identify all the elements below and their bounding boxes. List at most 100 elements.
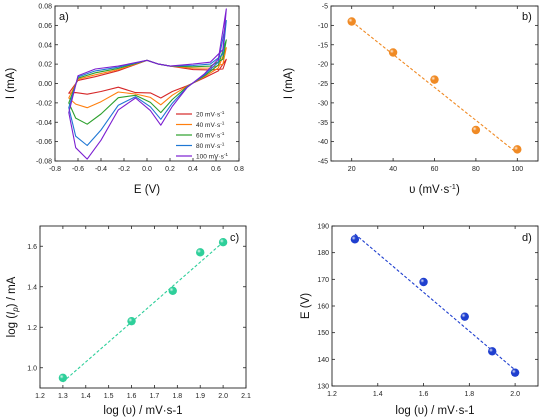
- panel-b-y-tick-label: -35: [318, 120, 328, 127]
- panel-b-y-tick-label: -10: [318, 23, 328, 30]
- panel-a-x-tick-label: 0.8: [234, 166, 244, 173]
- panel-a-x-axis-label: E (V): [134, 184, 160, 196]
- panel-a-y-tick-label: -0.04: [36, 120, 52, 127]
- panel-a-y-tick-label: -0.06: [36, 139, 52, 146]
- panel-a-legend-label-4: 80 mV·s-1: [196, 141, 225, 150]
- panel-d-y-tick-label: 170: [317, 277, 329, 284]
- panel-a-cv-curve-3: [68, 39, 227, 125]
- panel-c-y-tick-label: 1.4: [27, 284, 37, 291]
- panel-a-legend-label-1: 20 mV·s-1: [196, 110, 225, 119]
- panel-b-y-tick-label: -40: [318, 139, 328, 146]
- panel-c-log-current-vs-log-scan-rate: 1.2 1.3 1.4 1.5 1.6 1.7 1.8 1.9 2.0 2.1 1.0 1.2 1.4 1…: [6, 225, 251, 417]
- panel-d-label: d): [522, 232, 532, 244]
- panel-b-data-point-1-highlight: [347, 17, 356, 26]
- panel-b-data-point-2-highlight: [388, 48, 398, 57]
- panel-b-y-tick-label: -30: [318, 100, 328, 107]
- panel-b-x-axis-label-exponent: -1: [449, 182, 456, 191]
- panel-b-y-tick-label: -20: [318, 62, 328, 69]
- panel-d-x-tick-label: 1.6: [419, 391, 429, 398]
- panel-d-x-tick-label: 1.8: [464, 391, 474, 398]
- panel-c-x-tick-label: 1.3: [58, 393, 68, 400]
- panel-a-x-tick-label: 0.6: [211, 166, 221, 173]
- panel-b-x-axis-label-main: υ (mV·s: [409, 184, 449, 196]
- panel-c-x-tick-label: 1.8: [172, 393, 182, 400]
- panel-c-x-tick-label: 1.4: [81, 393, 91, 400]
- panel-d-data-point-1-highlight: [350, 235, 360, 244]
- panel-b-y-tick-label: -5: [322, 4, 328, 11]
- panel-a-legend-text: 80 mV·s: [196, 143, 221, 150]
- panel-a-label: a): [59, 11, 69, 23]
- panel-c-x-tick-label: 2.1: [241, 393, 251, 400]
- panel-a-y-tick-label: 0.00: [38, 81, 52, 88]
- panel-d-x-axis-label: log (υ) / mV·s-1: [395, 405, 474, 417]
- panel-a-x-tick-label: -0.8: [49, 166, 61, 173]
- panel-d-y-tick-label: 160: [317, 304, 329, 311]
- panel-b-data-point-3-highlight: [430, 75, 439, 84]
- panel-a-legend-text: 60 mV·s: [196, 132, 221, 139]
- panel-d-plot-frame: [331, 225, 539, 387]
- panel-a-y-tick-label: 0.04: [38, 42, 52, 49]
- panel-d-y-tick-label: 180: [317, 250, 329, 257]
- panel-b-x-tick-label: 40: [389, 166, 397, 173]
- panel-d-y-tick-label: 140: [317, 357, 329, 364]
- panel-c-fit-line: [62, 241, 224, 383]
- panel-a-legend-exponent: -1: [220, 110, 225, 116]
- panel-c-data-point-2-highlight: [127, 316, 136, 326]
- panel-a-cv-curve-2: [68, 47, 227, 109]
- panel-a-legend-exponent: -1: [224, 152, 229, 158]
- panel-a-x-tick-label: 0.2: [165, 166, 175, 173]
- panel-a-x-tick-label: -0.6: [72, 166, 84, 173]
- panel-a-legend-text: 20 mV·s: [196, 111, 221, 118]
- panel-b-y-tick-label: -15: [318, 42, 328, 49]
- panel-a-legend-exponent: -1: [220, 141, 225, 147]
- panel-b-x-tick-label: 100: [511, 166, 523, 173]
- panel-d-data-point-5-highlight: [510, 368, 520, 377]
- panel-c-data-point-3-highlight: [168, 286, 177, 295]
- panel-c-data-point-4-highlight: [196, 248, 205, 257]
- panel-a-y-tick-label: 0.08: [38, 4, 52, 11]
- panel-d-fit-line: [354, 233, 516, 371]
- panel-a-legend-label-5: 100 mV·s-1: [196, 152, 228, 161]
- panel-a-x-tick-label: 0.0: [142, 166, 152, 173]
- panel-c-x-axis-label: log (υ) / mV·s-1: [103, 405, 182, 417]
- panel-c-x-tick-label: 1.6: [127, 393, 137, 400]
- panel-a-cv-curve-5: [68, 8, 227, 160]
- panel-c-data-point-1-highlight: [58, 373, 68, 383]
- panel-d-y-axis-label: E (V): [300, 293, 312, 319]
- panel-a-y-axis-label: I (mA): [5, 68, 17, 99]
- panel-a-legend-label-2: 40 mV·s-1: [196, 120, 225, 129]
- panel-c-data-point-5-highlight: [218, 238, 228, 247]
- panel-b-fit-line: [351, 21, 518, 154]
- panel-c-y-axis-label-italic: I: [6, 311, 18, 315]
- panel-c-x-tick-label: 1.5: [104, 393, 114, 400]
- panel-d-x-tick-label: 1.4: [373, 391, 383, 398]
- panel-c-x-tick-label: 2.0: [218, 393, 228, 400]
- panel-a-cyclic-voltammogram: -0.8 -0.6 -0.4 -0.2 0.0 0.2 0.4 0.6 0.8 0.08 0.06 0…: [5, 4, 244, 197]
- panel-d-potential-vs-log-scan-rate: 1.2 1.4 1.6 1.8 2.0 190 180 170 160 150 140 130 d) lo…: [300, 224, 539, 417]
- panel-a-y-tick-label: 0.06: [38, 23, 52, 30]
- panel-b-x-axis-label: υ (mV·s-1): [409, 182, 460, 196]
- panel-b-data-point-4-highlight: [471, 125, 481, 135]
- panel-c-y-tick-label: 1.0: [27, 365, 37, 372]
- panel-b-peak-current-vs-scan-rate: 20 40 60 80 100 -5 -10 -15 -20 -25 -30 -35 -40 -45 b) υ…: [283, 4, 539, 196]
- panel-b-y-tick-label: -45: [318, 159, 328, 166]
- panel-c-x-tick-label: 1.2: [35, 393, 45, 400]
- panel-c-y-tick-label: 1.6: [27, 244, 37, 251]
- panel-b-data-point-5-highlight: [513, 145, 522, 154]
- panel-c-label: c): [230, 232, 239, 244]
- panel-a-y-tick-label: -0.02: [36, 100, 52, 107]
- panel-a-legend-exponent: -1: [220, 120, 225, 126]
- panel-b-y-tick-label: -25: [318, 81, 328, 88]
- panel-b-x-tick-label: 60: [431, 166, 439, 173]
- panel-d-data-point-2-highlight: [419, 277, 428, 287]
- panel-a-x-tick-label: -0.4: [95, 166, 107, 173]
- panel-a-legend-exponent: -1: [220, 131, 225, 137]
- panel-c-y-axis-label-post: ) / mA: [6, 276, 18, 307]
- panel-a-x-tick-label: 0.4: [188, 166, 198, 173]
- panel-d-y-tick-label: 130: [317, 384, 329, 391]
- panel-a-legend-text: 100 mV·s: [196, 153, 225, 160]
- panel-d-data-point-4-highlight: [488, 347, 497, 356]
- panel-c-x-tick-label: 1.9: [195, 393, 205, 400]
- panel-a-cv-curve-1: [68, 58, 227, 99]
